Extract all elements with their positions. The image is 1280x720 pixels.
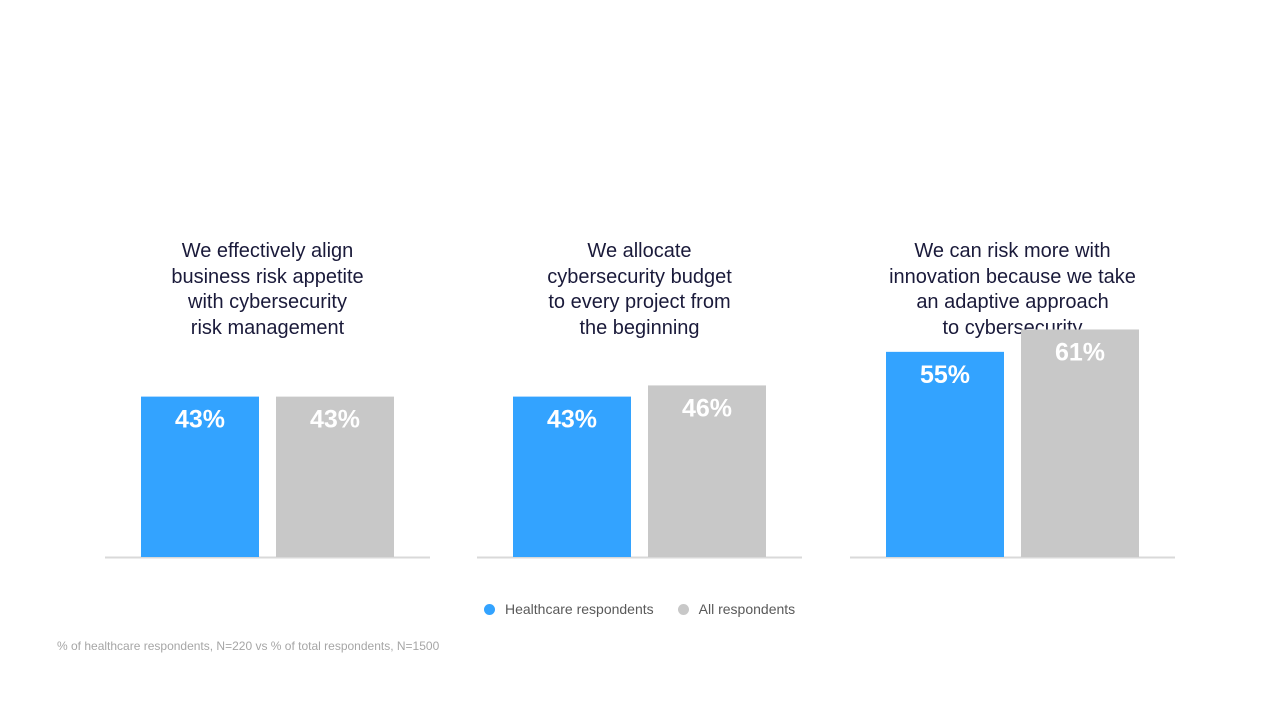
bar-value-label: 61% [1055,338,1105,366]
bar-value-label: 55% [920,361,970,389]
bar-value-label: 46% [682,394,732,422]
chart-title: We allocate cybersecurity budget to ever… [547,240,732,340]
chart-panel-align-risk: We effectively align business risk appet… [105,0,430,720]
legend-item-all: All respondents [677,601,796,617]
bar-all-respondents [648,385,766,557]
legend-swatch-healthcare [484,603,495,615]
bar-all-respondents [276,396,394,557]
chart-panel-risk-innovation: We can risk more with innovation because… [850,0,1175,720]
bar-chart: 43% 46% [477,385,802,559]
bar-chart: 43% 43% [105,396,430,559]
legend-label: All respondents [698,601,796,617]
chart-legend: Healthcare respondents All respondents [484,601,819,617]
bar-value-label: 43% [175,406,225,434]
bar-healthcare [886,351,1004,557]
bar-healthcare [513,396,631,557]
legend-swatch-all [677,603,689,615]
chart-title: We can risk more with innovation because… [889,240,1136,340]
bar-all-respondents [1021,329,1139,557]
bar-chart: 55% 61% [850,329,1175,559]
legend-label: Healthcare respondents [505,601,654,617]
bar-value-label: 43% [310,406,360,434]
bar-healthcare [141,396,259,557]
footnote: % of healthcare respondents, N=220 vs % … [57,639,440,653]
legend-item-healthcare: Healthcare respondents [484,601,654,617]
chart-title: We effectively align business risk appet… [171,240,364,340]
bar-value-label: 43% [547,406,597,434]
chart-panel-allocate-budget: We allocate cybersecurity budget to ever… [477,0,802,720]
